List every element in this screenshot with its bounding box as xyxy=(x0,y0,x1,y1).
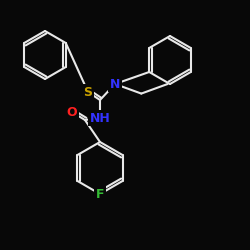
Text: F: F xyxy=(96,188,104,200)
Text: N: N xyxy=(110,78,120,90)
Text: S: S xyxy=(84,86,92,98)
Text: O: O xyxy=(67,106,77,118)
Text: NH: NH xyxy=(90,112,110,124)
